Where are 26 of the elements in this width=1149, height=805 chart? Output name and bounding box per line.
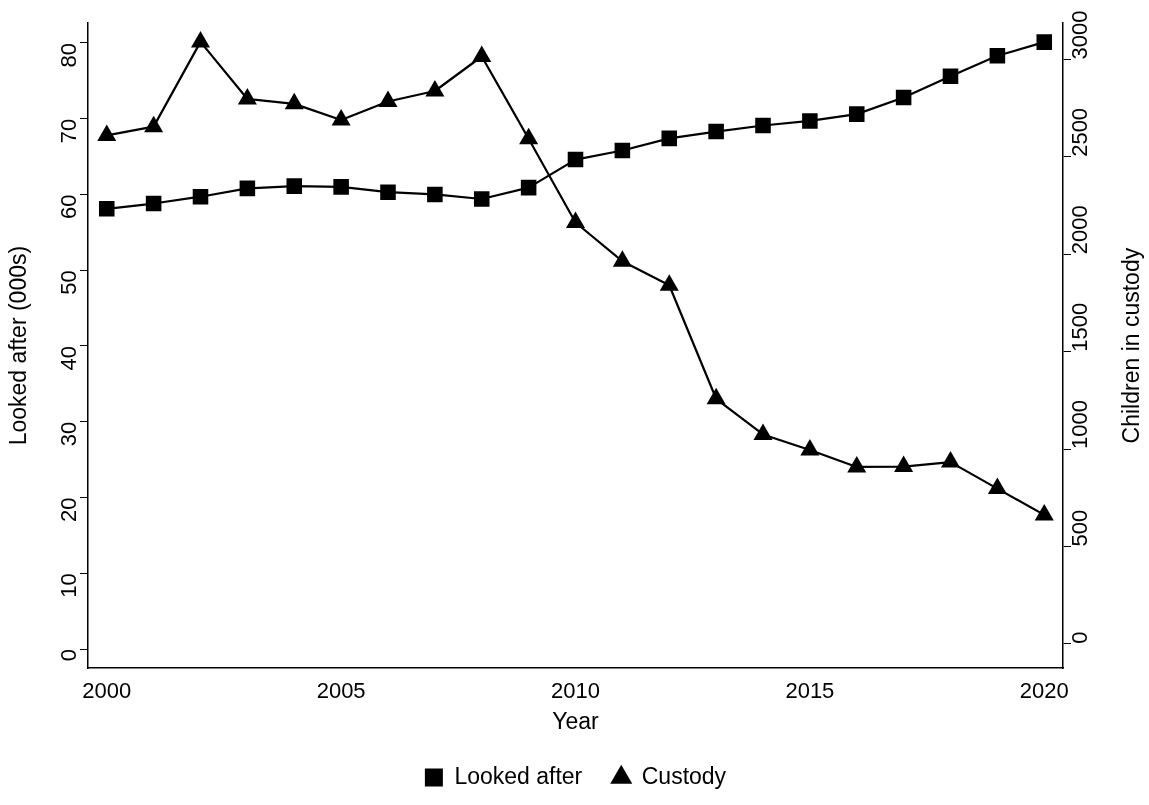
y-tick-label: 50 [56, 270, 82, 295]
legend-label: Looked after [454, 762, 583, 789]
x-tick-label: 2005 [316, 678, 366, 704]
y-tick-label: 70 [56, 118, 82, 144]
x-tick-label: 2015 [785, 678, 835, 704]
y2-tick-label: 1500 [1067, 302, 1093, 352]
legend-label: Custody [641, 762, 727, 789]
y-tick-label: 60 [56, 194, 82, 219]
y2-axis-title: Children in custody [1118, 247, 1145, 444]
y-tick-label: 30 [56, 421, 82, 447]
y-tick-label: 0 [56, 649, 82, 662]
y-tick-label: 40 [56, 345, 82, 371]
y2-tick-label: 2500 [1067, 107, 1093, 157]
x-tick-label: 2020 [1019, 678, 1069, 704]
y2-tick-label: 0 [1067, 631, 1093, 644]
x-axis-title: Year [552, 707, 600, 734]
y2-tick-label: 500 [1067, 509, 1093, 547]
x-tick-label: 2010 [551, 678, 600, 704]
y-tick-label: 80 [56, 42, 82, 68]
x-tick-label: 2000 [82, 678, 132, 704]
y2-tick-label: 3000 [1067, 10, 1093, 60]
y-tick-label: 20 [56, 497, 82, 522]
y2-tick-label: 1000 [1067, 400, 1093, 450]
y-axis-title: Looked after (000s) [5, 245, 32, 446]
y2-tick-label: 2000 [1067, 205, 1093, 255]
y-tick-label: 10 [56, 573, 82, 598]
